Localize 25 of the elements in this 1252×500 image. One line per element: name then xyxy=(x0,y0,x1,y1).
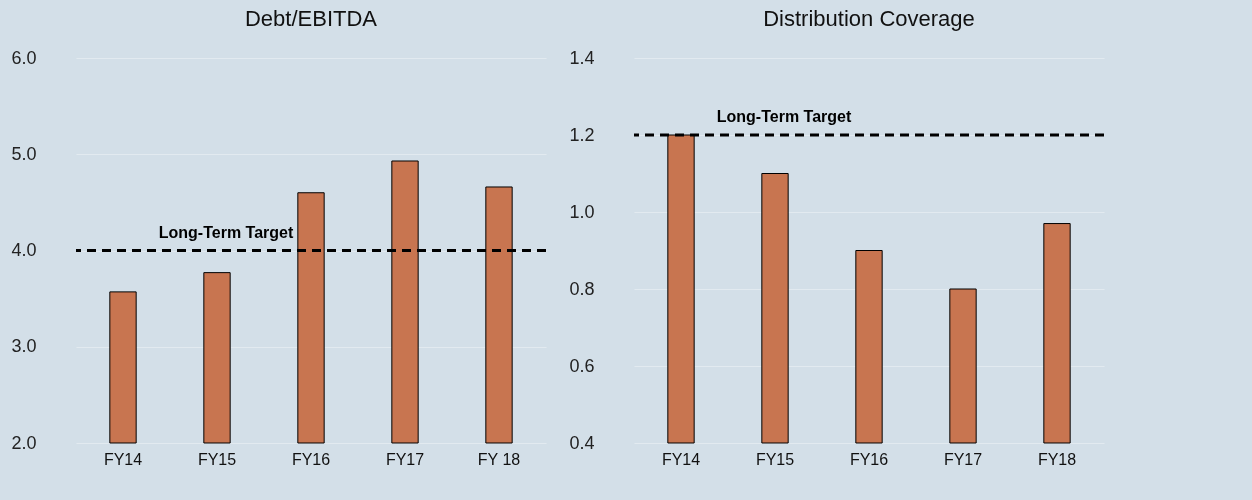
y-tick-label: 3.0 xyxy=(11,336,37,357)
x-tick-label: FY15 xyxy=(755,450,795,468)
y-tick-label: 0.4 xyxy=(569,432,595,453)
ref-line-label: Long-Term Target xyxy=(158,223,294,241)
chart-title: Distribution Coverage xyxy=(763,6,975,31)
x-tick-label: FY16 xyxy=(291,450,331,468)
x-tick-label: FY15 xyxy=(197,450,237,468)
y-tick-label: 0.8 xyxy=(569,278,595,299)
x-tick-label: FY17 xyxy=(943,450,983,468)
y-tick-label: 0.6 xyxy=(569,355,595,376)
x-tick-label: FY18 xyxy=(1037,450,1077,468)
y-tick-label: 1.0 xyxy=(569,201,595,222)
ref-line-label: Long-Term Target xyxy=(716,108,852,125)
y-tick-label: 2.0 xyxy=(11,432,37,453)
chart-title: Debt/EBITDA xyxy=(244,6,378,31)
y-tick-label: 6.0 xyxy=(11,47,37,68)
x-tick-label: FY 18 xyxy=(477,450,521,468)
y-tick-label: 1.2 xyxy=(569,124,595,145)
x-tick-label: FY17 xyxy=(385,450,425,468)
x-tick-label: FY14 xyxy=(103,450,143,468)
y-tick-label: 5.0 xyxy=(11,143,37,164)
y-tick-label: 1.4 xyxy=(569,47,595,68)
y-tick-label: 4.0 xyxy=(11,240,37,260)
x-tick-label: FY16 xyxy=(849,450,889,468)
x-tick-label: FY14 xyxy=(661,450,701,468)
